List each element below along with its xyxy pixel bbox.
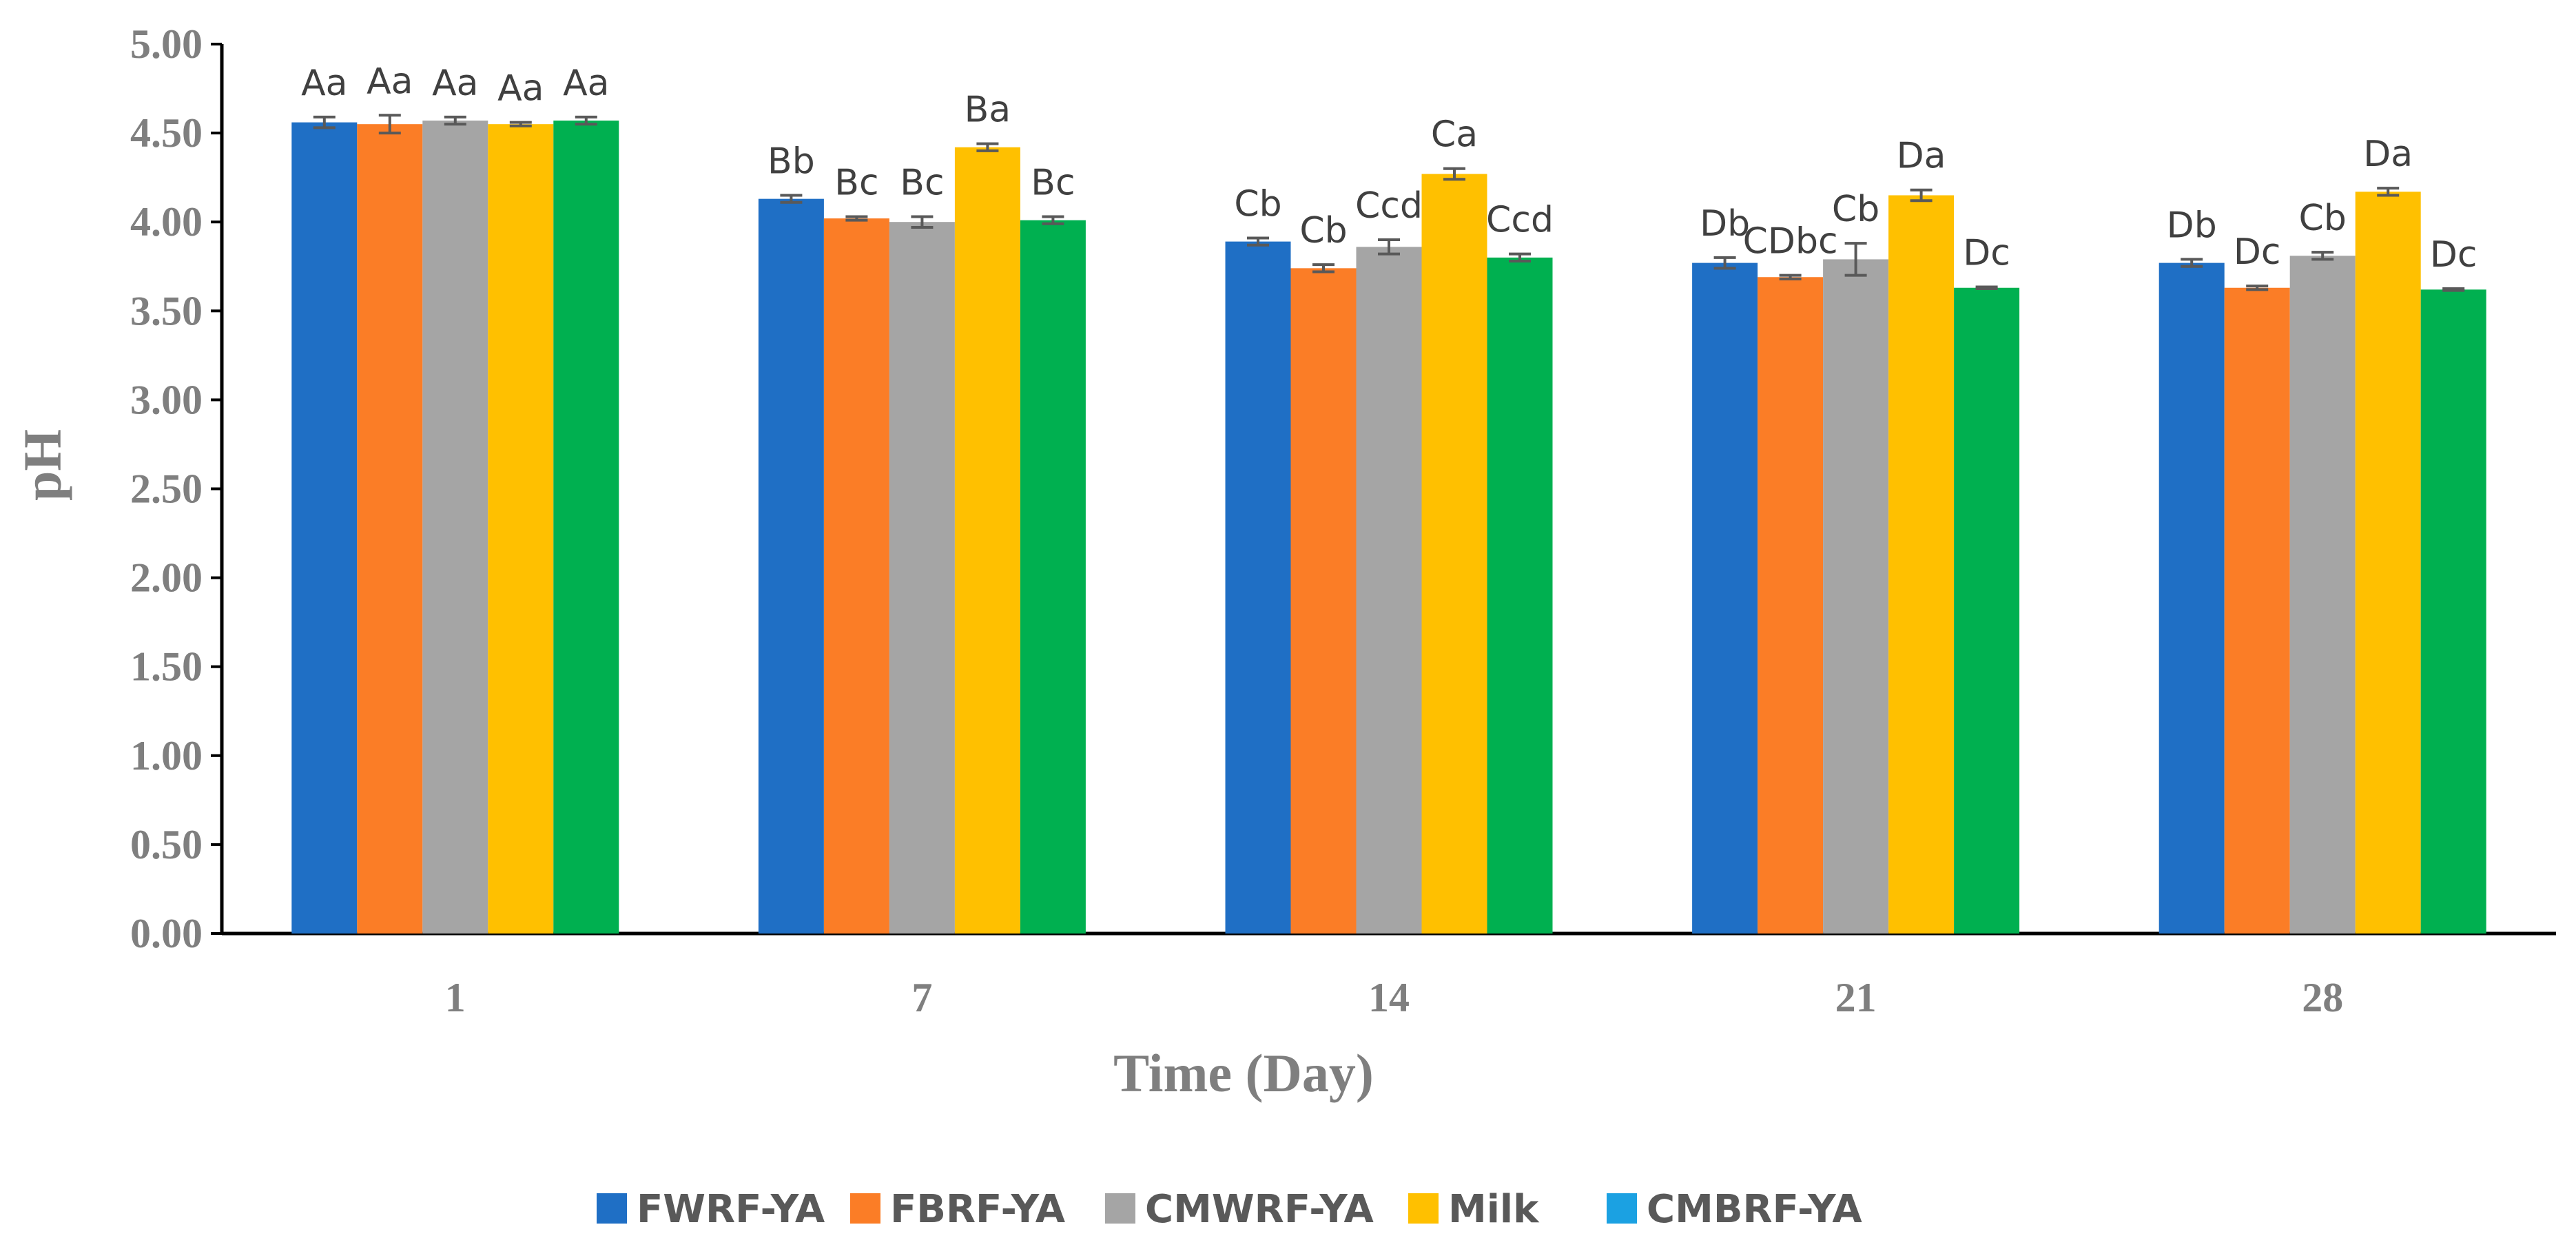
- bar: [2355, 192, 2421, 934]
- bar: [1758, 277, 1824, 934]
- significance-label: CDbc: [1743, 221, 1838, 262]
- significance-label: Ccd: [1486, 200, 1554, 241]
- significance-label: Da: [1897, 136, 1946, 177]
- bar: [2158, 262, 2225, 934]
- significance-label: Aa: [301, 63, 347, 104]
- x-axis: 1 7 14 21 28: [222, 931, 2556, 1020]
- bar: [1823, 259, 1889, 934]
- bar: [1487, 257, 1553, 934]
- bar: [357, 124, 423, 934]
- legend-swatch: [1105, 1193, 1135, 1224]
- y-tick-label: 2.50: [130, 466, 203, 512]
- significance-label: Da: [2363, 134, 2413, 175]
- error-bars: [313, 114, 2465, 292]
- x-tick-label: 28: [2302, 975, 2343, 1020]
- y-tick-label: 0.00: [130, 911, 203, 956]
- x-tick-label: 7: [911, 975, 932, 1020]
- significance-label: Cb: [1832, 189, 1879, 230]
- bar: [488, 124, 554, 934]
- bar: [1692, 262, 1758, 934]
- legend-label: Milk: [1448, 1187, 1540, 1232]
- significance-label: Ba: [965, 90, 1011, 131]
- significance-label: Dc: [2234, 231, 2281, 273]
- legend-swatch: [1408, 1193, 1439, 1224]
- legend-swatch: [850, 1193, 880, 1224]
- bar: [291, 122, 358, 934]
- bar: [2420, 289, 2486, 934]
- bar: [823, 218, 889, 934]
- x-tick-label: 14: [1368, 975, 1410, 1020]
- significance-label: Aa: [497, 68, 544, 110]
- significance-label: Ccd: [1355, 185, 1423, 227]
- legend-swatch: [1607, 1193, 1637, 1224]
- bars: [291, 121, 2486, 934]
- significance-label: Aa: [367, 61, 413, 102]
- legend-label: CMWRF-YA: [1145, 1187, 1374, 1232]
- y-tick-label: 5.00: [130, 21, 203, 67]
- y-tick-label: 3.00: [130, 377, 203, 422]
- y-tick-label: 1.50: [130, 644, 203, 690]
- bar: [758, 198, 824, 934]
- legend: FWRF-YA FBRF-YA CMWRF-YA Milk CMBRF-YA: [597, 1187, 1862, 1232]
- significance-label: Cb: [1234, 183, 1281, 225]
- significance-label: Db: [1700, 203, 1750, 245]
- x-tick-label: 21: [1835, 975, 1877, 1020]
- y-axis-title: pH: [12, 429, 72, 501]
- bar: [1290, 268, 1357, 934]
- bar: [889, 222, 955, 934]
- legend-label: CMBRF-YA: [1647, 1187, 1862, 1232]
- significance-label: Aa: [432, 63, 478, 104]
- bar: [1954, 287, 2020, 934]
- bar: [1888, 195, 1955, 934]
- bar: [1225, 241, 1291, 934]
- bar: [553, 121, 619, 934]
- y-tick-label: 4.50: [130, 110, 203, 156]
- significance-label: Cb: [1299, 210, 1347, 251]
- bar: [2224, 287, 2290, 934]
- bar: [1421, 174, 1487, 934]
- legend-label: FBRF-YA: [890, 1187, 1066, 1232]
- significance-label: Bc: [1031, 162, 1075, 203]
- y-tick-label: 0.50: [130, 822, 203, 867]
- significance-label: Bc: [834, 162, 878, 203]
- legend-swatch: [597, 1193, 627, 1224]
- x-axis-title: Time (Day): [1113, 1043, 1374, 1103]
- legend-label: FWRF-YA: [637, 1187, 825, 1232]
- x-tick-label: 1: [445, 975, 466, 1020]
- bar: [1020, 220, 1086, 934]
- significance-label: Bb: [767, 141, 815, 182]
- significance-label: Dc: [1963, 232, 2010, 274]
- significance-label: Ca: [1431, 114, 1478, 156]
- y-tick-label: 2.00: [130, 555, 203, 601]
- significance-label: Db: [2167, 205, 2217, 246]
- bar: [954, 147, 1020, 934]
- bar: [1356, 247, 1422, 934]
- bar: [2289, 256, 2356, 934]
- significance-label: Bc: [900, 162, 944, 203]
- bar: [422, 121, 488, 934]
- y-tick-label: 4.00: [130, 199, 203, 245]
- significance-label: Cb: [2299, 198, 2347, 239]
- significance-label: Dc: [2430, 234, 2477, 276]
- y-axis: 0.00 0.50 1.00 1.50 2.00 2.50 3.00 3.50 4.00 4.50…: [130, 21, 224, 956]
- significance-label: Aa: [563, 63, 609, 104]
- y-tick-label: 1.00: [130, 733, 203, 778]
- y-tick-label: 3.50: [130, 288, 203, 333]
